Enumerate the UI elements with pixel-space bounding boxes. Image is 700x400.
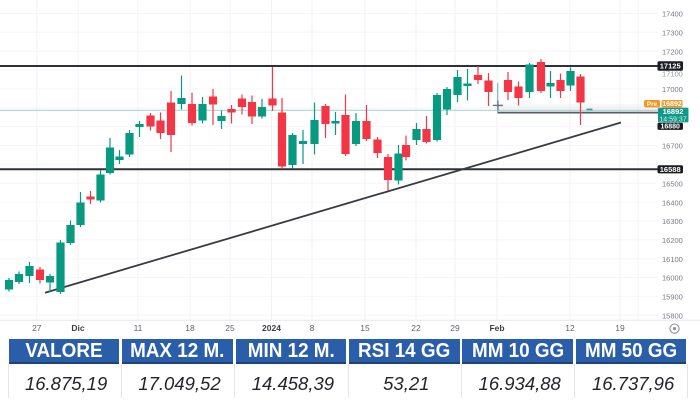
svg-text:17000: 17000 (662, 85, 683, 94)
svg-text:15: 15 (360, 323, 370, 333)
svg-text:16000: 16000 (662, 274, 683, 283)
svg-text:11: 11 (134, 323, 143, 333)
svg-text:16400: 16400 (662, 198, 683, 207)
svg-text:16500: 16500 (662, 179, 683, 188)
svg-text:22: 22 (411, 323, 421, 333)
svg-text:17400: 17400 (662, 10, 683, 19)
svg-text:19: 19 (615, 323, 625, 333)
svg-text:18: 18 (185, 323, 195, 333)
svg-text:16300: 16300 (662, 217, 683, 226)
svg-text:17100: 17100 (662, 70, 683, 79)
svg-text:27: 27 (32, 323, 42, 333)
svg-text:2024: 2024 (262, 323, 281, 333)
svg-text:29: 29 (450, 323, 460, 333)
svg-text:25: 25 (225, 323, 235, 333)
svg-text:16880: 16880 (660, 124, 680, 131)
svg-text:16700: 16700 (662, 142, 683, 151)
svg-text:16892: 16892 (662, 101, 682, 108)
svg-text:Feb: Feb (489, 323, 504, 333)
svg-text:17125: 17125 (660, 62, 681, 71)
svg-text:17200: 17200 (662, 47, 683, 56)
svg-text:15900: 15900 (662, 293, 683, 302)
svg-text:17300: 17300 (662, 29, 683, 38)
svg-text:14:59:37: 14:59:37 (659, 116, 686, 123)
svg-text:Pre: Pre (647, 101, 658, 108)
svg-text:Dic: Dic (71, 323, 85, 333)
svg-text:8: 8 (310, 323, 315, 333)
svg-text:12: 12 (565, 323, 575, 333)
svg-text:16200: 16200 (662, 236, 683, 245)
svg-text:15800: 15800 (662, 311, 683, 320)
svg-text:16892: 16892 (663, 107, 684, 116)
svg-text:16100: 16100 (662, 255, 683, 264)
svg-text:16588: 16588 (660, 165, 681, 174)
